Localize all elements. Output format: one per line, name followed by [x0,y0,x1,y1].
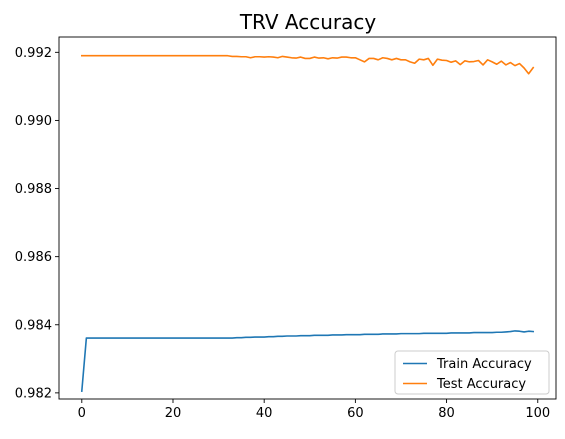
axes-frame [58,36,557,400]
y-tick-label: 0.990 [15,114,52,129]
legend-box [394,350,550,395]
x-tick-label: 100 [525,406,550,421]
x-tick-label: 20 [165,406,182,421]
x-tick-label: 40 [256,406,273,421]
legend: Train Accuracy Test Accuracy [394,350,550,395]
plot-area [80,54,535,393]
legend-label: Train Accuracy [436,357,532,372]
y-tick-label: 0.986 [15,250,52,265]
y-tick-label: 0.982 [15,386,52,401]
y-tick-label: 0.984 [15,318,52,333]
legend-label: Test Accuracy [436,377,526,392]
chart-title: TRV Accuracy [239,10,377,34]
x-tick-label: 0 [78,406,86,421]
y-tick-label: 0.988 [15,182,52,197]
x-tick-label: 80 [438,406,455,421]
axes: 0 20 40 60 80 100 0.982 0.984 0.986 0.988 0.990 0.9… [15,36,557,421]
x-tick-label: 60 [347,406,364,421]
series-line-test-accuracy [81,54,535,75]
series-line-train-accuracy [80,330,535,393]
y-tick-label: 0.992 [15,46,52,61]
